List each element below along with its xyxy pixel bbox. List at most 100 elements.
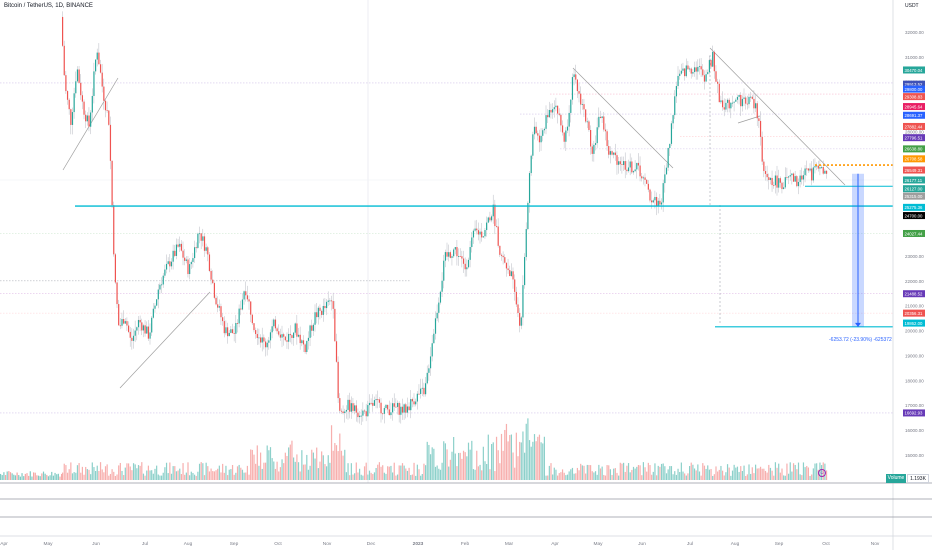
candle-body <box>596 127 598 144</box>
volume-bar <box>3 472 5 480</box>
volume-bar <box>720 465 722 480</box>
volume-bar <box>332 450 334 480</box>
volume-bar <box>519 441 521 480</box>
time-axis[interactable]: Apr May Jun Jul Aug Sep Oct Nov Dec 2023 Feb Mar Apr… <box>0 482 932 547</box>
volume-bar <box>585 473 587 480</box>
candle-body <box>370 402 372 404</box>
trend-line <box>572 67 674 169</box>
candle-body <box>558 113 560 115</box>
candle-body <box>586 121 588 123</box>
volume-bar <box>98 470 100 480</box>
candle-body <box>756 103 758 119</box>
candle-body <box>570 99 572 113</box>
volume-bar <box>256 445 258 480</box>
candle-body <box>363 410 366 412</box>
volume-bar <box>604 475 607 480</box>
price-axis[interactable]: 32000.0031000.0030000.0029000.0028000.00… <box>892 0 932 550</box>
volume-bar <box>359 468 361 480</box>
volume-bar <box>39 476 41 480</box>
price-badge <box>903 203 925 211</box>
support-lines[interactable] <box>75 164 893 328</box>
candle-body <box>283 334 285 337</box>
candle-body <box>246 295 248 300</box>
volume-bar <box>504 429 506 480</box>
volume-bar <box>276 461 278 480</box>
volume-bar <box>728 467 730 480</box>
price-badge <box>903 93 925 101</box>
candle-body <box>365 411 367 417</box>
time-tick-label: Apr <box>0 541 8 547</box>
volume-bar <box>510 434 512 480</box>
volume-bar <box>566 474 569 480</box>
candle-body <box>161 284 163 286</box>
volume-bar <box>220 472 222 480</box>
volume-bar <box>6 471 8 480</box>
volume-bar <box>748 464 750 480</box>
volume-bar <box>47 476 50 480</box>
candle-body <box>93 71 95 96</box>
candle-body <box>741 98 743 107</box>
volume-bar <box>484 461 486 480</box>
candle-body <box>413 401 415 405</box>
candle-body <box>642 177 644 179</box>
volume-bar <box>446 449 448 480</box>
candle-body <box>187 259 189 275</box>
price-measure-tool[interactable] <box>852 173 864 327</box>
volume-bar <box>507 441 509 480</box>
volume-bar <box>9 472 12 480</box>
candle-body <box>500 254 503 256</box>
volume-bar <box>761 468 763 480</box>
candle-body <box>278 331 280 335</box>
volume-bar <box>621 463 623 480</box>
candle-body <box>271 326 273 333</box>
candle-body <box>309 325 311 338</box>
candle-body <box>811 168 813 181</box>
candle-body <box>63 45 65 76</box>
candle-body <box>159 284 161 290</box>
candle-body <box>670 123 673 144</box>
trend-lines[interactable] <box>62 47 846 389</box>
candle-body <box>197 233 199 248</box>
volume-bar <box>264 462 267 480</box>
candle-body <box>555 105 557 108</box>
volume-bar <box>750 473 752 480</box>
candle-body <box>174 250 176 256</box>
volume-bar <box>698 471 701 480</box>
volume-bar <box>576 467 578 480</box>
emoji-icon[interactable]: ☺ <box>818 469 826 477</box>
candle-body <box>375 399 377 401</box>
candle-body <box>629 161 631 168</box>
price-badge-label: 20356.31 <box>905 311 924 316</box>
candle-body <box>540 135 542 143</box>
candle-body <box>98 52 100 65</box>
candle-body <box>189 264 191 275</box>
price-tick-label: 22000.00 <box>905 279 924 284</box>
candle-body <box>771 177 773 186</box>
volume-bar <box>792 463 795 480</box>
volume-bar <box>93 467 95 480</box>
volume-bar <box>162 472 164 480</box>
price-badge-label: 26638.80 <box>905 147 924 152</box>
candle-body <box>644 177 646 180</box>
candle-body <box>608 146 610 155</box>
volume-bar <box>774 462 776 480</box>
candle-body <box>731 102 734 104</box>
candle-body <box>231 329 234 334</box>
candle-body <box>695 67 697 72</box>
candle-body <box>599 116 602 119</box>
candle-body <box>672 115 674 124</box>
candle-body <box>322 306 324 315</box>
volume-bar <box>342 455 344 480</box>
volume-bar <box>517 456 519 480</box>
candle-body <box>71 112 74 125</box>
candle-body <box>664 174 666 184</box>
candle-body <box>593 144 595 154</box>
volume-bar <box>42 471 45 480</box>
volume-bar <box>235 472 237 480</box>
volume-bar <box>41 473 43 480</box>
candle-body <box>743 97 745 99</box>
candle-body <box>137 319 140 328</box>
candle-body <box>410 399 412 411</box>
